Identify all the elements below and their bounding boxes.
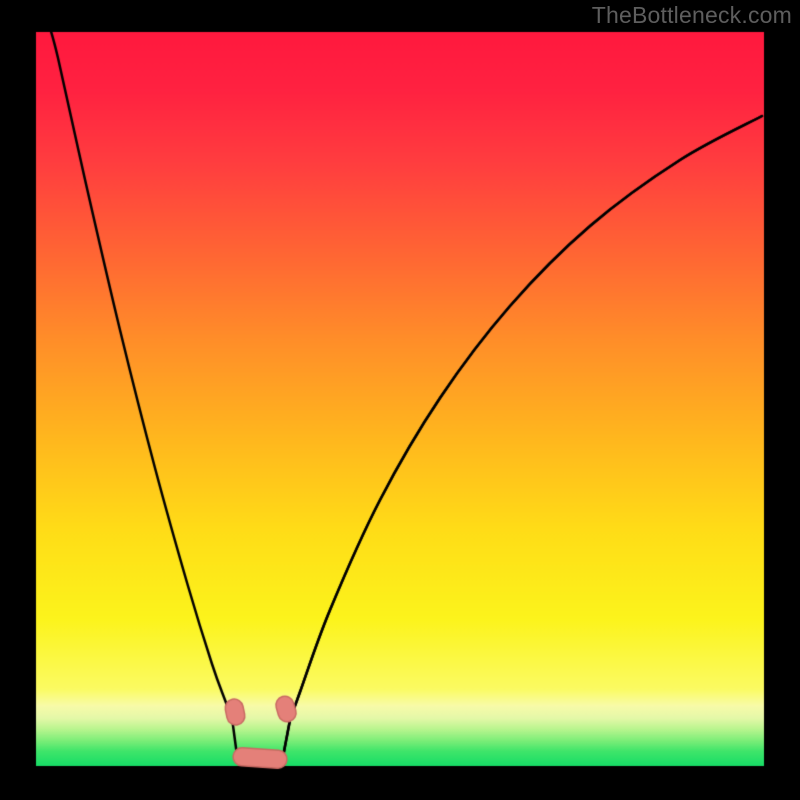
chart-canvas (0, 0, 800, 800)
attribution-text: TheBottleneck.com (592, 2, 792, 29)
chart-stage: TheBottleneck.com (0, 0, 800, 800)
